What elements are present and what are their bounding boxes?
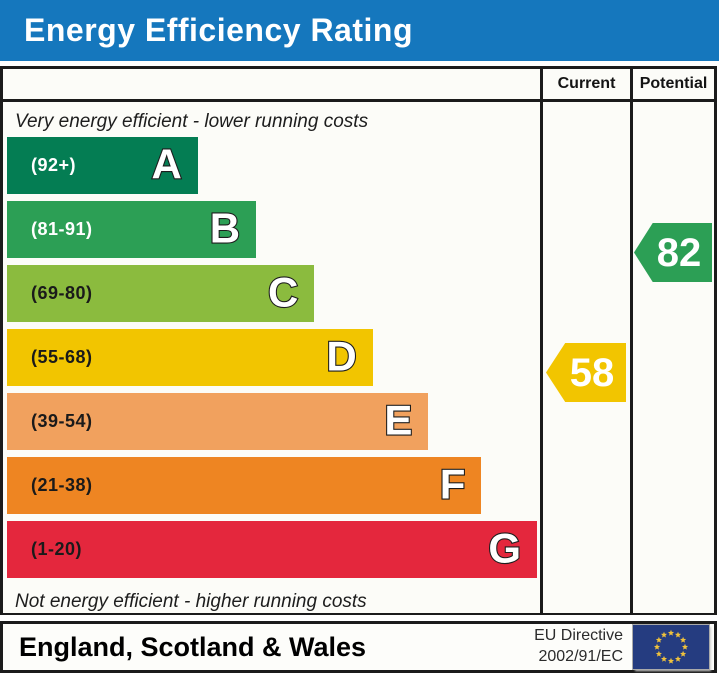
band-range-label: (92+)	[31, 155, 77, 175]
title-bar: Energy Efficiency Rating	[0, 0, 719, 61]
band-row-f: (21-38) F	[7, 457, 537, 514]
footer-region-label: England, Scotland & Wales	[19, 631, 367, 662]
band-bar-g: (1-20) G	[7, 521, 537, 578]
band-row-b: (81-91) B	[7, 201, 537, 258]
eu-directive-label: EU Directive 2002/91/EC	[534, 626, 623, 668]
band-range-label: (81-91)	[31, 219, 93, 239]
caption-not-efficient: Not energy efficient - higher running co…	[15, 591, 367, 612]
potential-rating-marker: 82	[634, 223, 712, 282]
band-letter: A	[150, 139, 183, 187]
band-bar-d: (55-68) D	[7, 329, 373, 386]
band-row-g: (1-20) G	[7, 521, 537, 578]
page-title: Energy Efficiency Rating	[24, 12, 413, 48]
band-bar-b: (81-91) B	[7, 201, 257, 258]
caption-very-efficient: Very energy efficient - lower running co…	[15, 111, 369, 132]
eu-flag-icon	[632, 624, 710, 670]
band-letter: C	[267, 267, 300, 315]
band-range-label: (21-38)	[31, 475, 93, 495]
band-bar-f: (21-38) F	[7, 457, 482, 514]
potential-column-header: Potential	[633, 69, 714, 102]
current-column-header: Current	[543, 69, 630, 102]
band-row-a: (92+) A	[7, 137, 537, 194]
band-letter: E	[383, 395, 413, 443]
band-letter: B	[209, 203, 242, 251]
band-row-c: (69-80) C	[7, 265, 537, 322]
band-range-label: (55-68)	[31, 347, 93, 367]
current-column: Current 58	[540, 69, 630, 613]
band-bar-c: (69-80) C	[7, 265, 315, 322]
rating-scale-column: Very energy efficient - lower running co…	[3, 69, 540, 613]
rating-bands: (92+) A (81-91) B (69-80) C	[7, 137, 537, 578]
band-range-label: (39-54)	[31, 411, 93, 431]
epc-chart: Very energy efficient - lower running co…	[0, 66, 717, 615]
potential-column: Potential 82	[630, 69, 714, 613]
band-bar-e: (39-54) E	[7, 393, 429, 450]
footer: England, Scotland & Wales EU Directive 2…	[0, 621, 717, 673]
band-letter: D	[325, 331, 358, 379]
band-row-d: (55-68) D	[7, 329, 537, 386]
band-letter: F	[439, 459, 467, 507]
band-bar-a: (92+) A	[7, 137, 198, 194]
rating-scale-body: Very energy efficient - lower running co…	[3, 102, 540, 613]
header-empty-cell	[3, 69, 540, 102]
band-row-e: (39-54) E	[7, 393, 537, 450]
current-rating-marker: 58	[546, 343, 626, 402]
potential-column-body: 82	[633, 102, 714, 613]
eu-directive-line1: EU Directive	[534, 627, 623, 645]
current-column-body: 58	[543, 102, 630, 613]
current-rating-value: 58	[569, 350, 615, 395]
band-range-label: (69-80)	[31, 283, 93, 303]
band-letter: G	[487, 523, 522, 571]
band-range-label: (1-20)	[31, 539, 83, 559]
potential-rating-value: 82	[656, 230, 702, 275]
eu-directive-line2: 2002/91/EC	[538, 648, 623, 665]
